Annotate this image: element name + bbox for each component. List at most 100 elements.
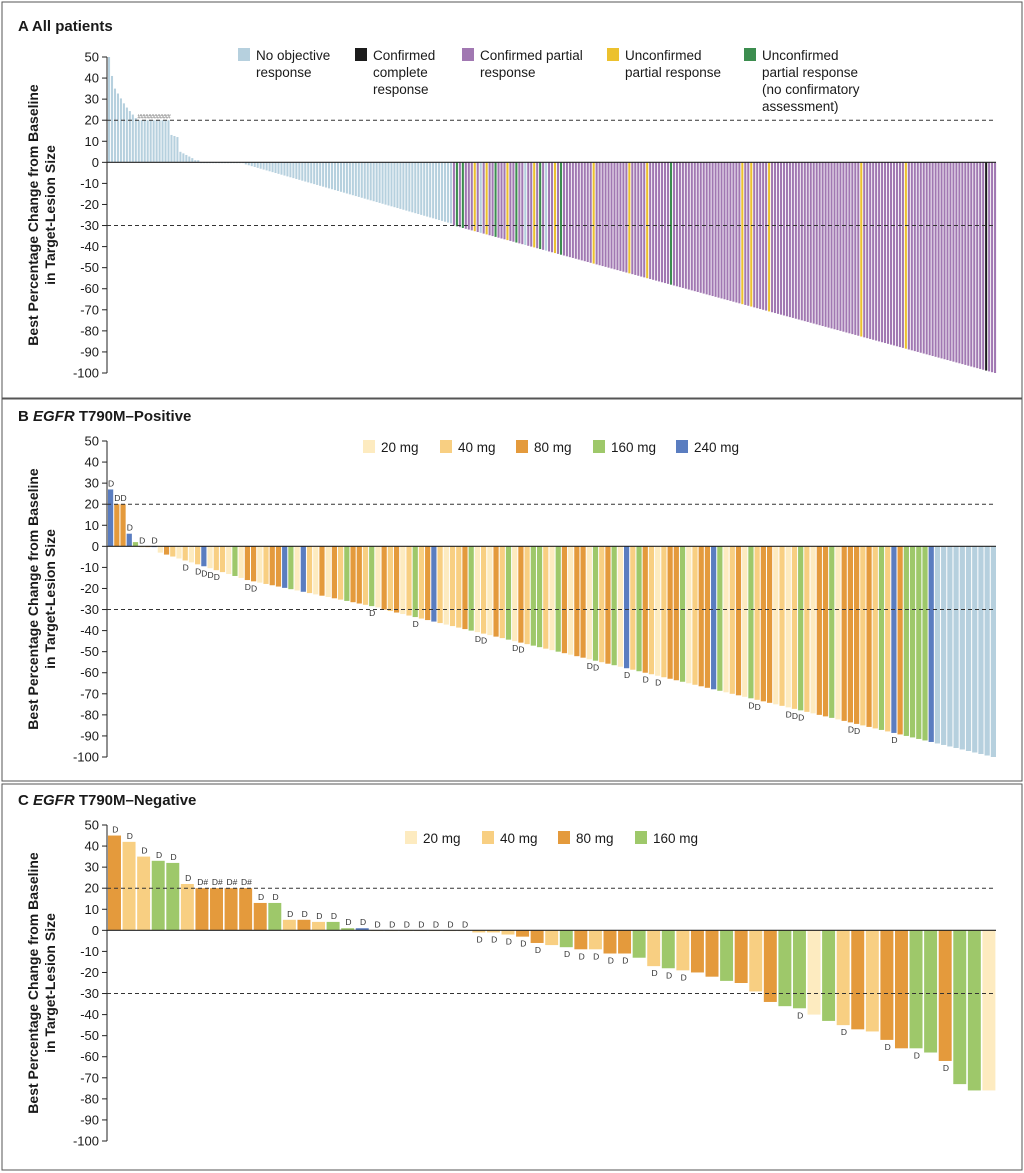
- panel-title-text: All patients: [32, 18, 113, 35]
- bar: [506, 162, 509, 241]
- bar: [328, 162, 331, 189]
- bar: [759, 162, 762, 309]
- bar: [881, 162, 884, 343]
- y-tick-label: -50: [80, 260, 99, 275]
- bar: [931, 162, 934, 356]
- bar: [277, 162, 280, 174]
- bar: [549, 546, 555, 651]
- y-axis-label: in Target-Lesion Size: [42, 145, 58, 285]
- bar: [282, 919, 296, 931]
- bar: [878, 546, 885, 730]
- bar: [143, 120, 146, 163]
- bar: [501, 930, 515, 935]
- bar: [655, 546, 661, 676]
- bar: [763, 930, 777, 1002]
- bar-marker: D: [208, 570, 214, 580]
- bar: [405, 162, 408, 211]
- bar: [542, 162, 545, 250]
- bar: [412, 546, 418, 618]
- bar: [411, 162, 414, 213]
- legend-label: complete: [373, 65, 428, 80]
- bar: [170, 546, 176, 557]
- bar: [880, 930, 894, 1040]
- bar-marker: D: [655, 678, 661, 688]
- bar: [949, 162, 952, 361]
- bar-marker: D#: [212, 877, 223, 887]
- bar-marker: D: [413, 619, 419, 629]
- bar: [809, 162, 812, 323]
- bar: [224, 888, 238, 931]
- bar-marker: D: [797, 1010, 803, 1020]
- bar: [366, 162, 369, 200]
- bar: [467, 162, 470, 230]
- bar: [756, 162, 759, 309]
- bar: [342, 162, 345, 193]
- panel-title: A All patients: [18, 18, 113, 35]
- bar: [213, 546, 219, 571]
- bar: [325, 162, 328, 188]
- bar: [863, 162, 866, 338]
- bar: [595, 162, 598, 265]
- bar: [390, 162, 393, 207]
- y-tick-label: 40: [85, 455, 99, 470]
- bar: [461, 162, 464, 228]
- bar: [553, 162, 557, 254]
- bar-marker: D: [273, 892, 279, 902]
- bar: [851, 930, 865, 1030]
- bar-marker: D: [651, 968, 657, 978]
- bar: [967, 930, 981, 1091]
- bar: [297, 919, 311, 931]
- y-tick-label: -40: [80, 1007, 99, 1022]
- bar: [690, 930, 704, 973]
- bar: [748, 546, 754, 699]
- bar: [362, 546, 369, 605]
- bar: [894, 930, 908, 1049]
- bar: [934, 162, 937, 357]
- legend-swatch: [676, 440, 688, 453]
- panel-c: C EGFR T790M–Negative Best Percentage Cha…: [1, 783, 1023, 1171]
- legend-label: 20 mg: [423, 831, 461, 846]
- y-tick-label: -70: [80, 1070, 99, 1085]
- legend-swatch: [363, 440, 375, 453]
- bar: [634, 162, 637, 275]
- bar: [872, 162, 875, 340]
- bar-marker: D: [418, 919, 424, 929]
- bar: [505, 546, 512, 640]
- bar-marker: D: [245, 582, 251, 592]
- bar: [375, 546, 381, 608]
- bar-marker: D: [195, 566, 201, 576]
- legend-label: 80 mg: [576, 831, 614, 846]
- bar: [247, 162, 250, 166]
- bar: [696, 162, 699, 292]
- bar: [684, 162, 687, 289]
- bars: DDD D DD D# D# D# D#D DD D D DD D D D D D D D DD D D DD D D D D DD…: [108, 825, 996, 1091]
- bar: [402, 162, 405, 210]
- y-tick-label: 20: [85, 113, 99, 128]
- bar: [524, 546, 530, 645]
- bar-marker: D: [943, 1063, 949, 1073]
- bar: [961, 162, 964, 365]
- bar: [723, 546, 729, 693]
- bar: [116, 93, 119, 163]
- bar: [239, 888, 253, 931]
- bar: [400, 546, 406, 615]
- y-tick-label: -60: [80, 665, 99, 680]
- bar-marker: D: [593, 951, 599, 961]
- bar: [527, 162, 530, 246]
- bar: [704, 546, 711, 688]
- bar: [313, 162, 316, 185]
- bar-marker: D: [127, 523, 133, 533]
- bar: [449, 546, 456, 627]
- bar-note: #: [143, 114, 147, 121]
- bar: [140, 120, 143, 163]
- bar: [462, 546, 468, 630]
- bar: [611, 546, 617, 666]
- bar: [152, 120, 155, 163]
- bar-marker: D: [375, 919, 381, 929]
- bar: [978, 546, 984, 754]
- bar: [884, 162, 887, 344]
- bar-marker: D: [512, 643, 518, 653]
- bar: [959, 546, 965, 750]
- bar: [678, 162, 681, 288]
- y-axis-label: in Target-Lesion Size: [42, 913, 58, 1053]
